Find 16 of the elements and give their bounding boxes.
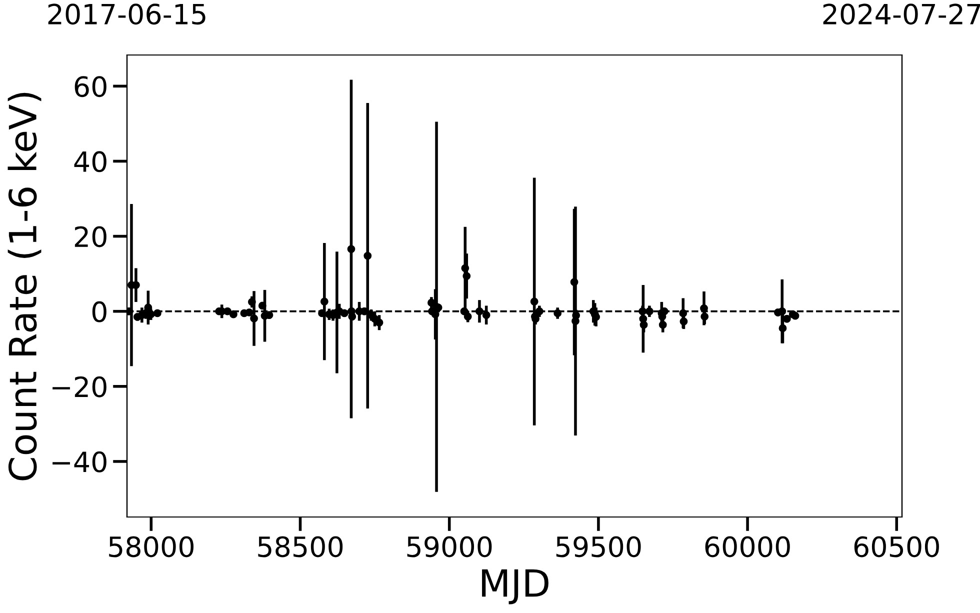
y-tick-label: 60	[74, 76, 106, 98]
x2-tick-label: 2024-07-27	[823, 4, 980, 25]
x-tick-label: 58500	[258, 536, 343, 558]
x2-tick-label: 2017-06-15	[48, 4, 206, 25]
x-tick-label: 58000	[109, 536, 194, 558]
y-tick-label: 0	[92, 301, 106, 322]
y-tick-label: −20	[52, 376, 106, 398]
x-tick-label: 60500	[854, 536, 939, 558]
y-tick-label: 20	[74, 226, 106, 248]
y-tick-label: 40	[74, 151, 106, 172]
x-tick-label: 59000	[407, 536, 492, 558]
y-axis-title: Count Rate (1-6 keV)	[8, 92, 42, 480]
x-axis-title: MJD	[482, 569, 548, 604]
x-tick-label: 60000	[705, 536, 790, 558]
x-tick-label: 59500	[556, 536, 641, 558]
y-tick-label: −40	[52, 451, 106, 472]
